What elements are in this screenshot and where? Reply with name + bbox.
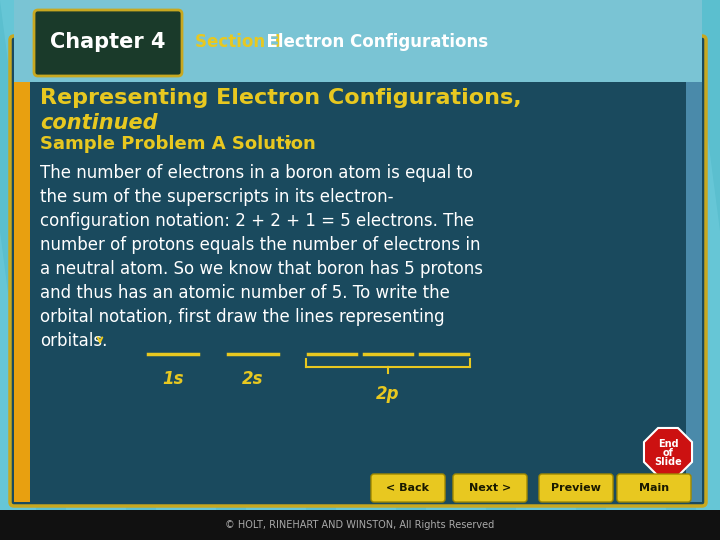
Text: 2s: 2s [242, 370, 264, 388]
Text: a neutral atom. So we know that boron has 5 protons: a neutral atom. So we know that boron ha… [40, 260, 483, 278]
Text: Preview: Preview [551, 483, 601, 493]
Text: Main: Main [639, 483, 669, 493]
Polygon shape [0, 0, 130, 540]
Polygon shape [90, 0, 220, 540]
Bar [0, 510, 720, 540]
Text: continued: continued [40, 113, 158, 133]
Text: and thus has an atomic number of 5. To write the: and thus has an atomic number of 5. To w… [40, 284, 450, 302]
Text: End: End [657, 439, 678, 449]
Polygon shape [450, 0, 580, 540]
Polygon shape [180, 0, 310, 540]
FancyBboxPatch shape [617, 474, 691, 502]
Bar [30, 4, 686, 78]
Text: Slide: Slide [654, 457, 682, 467]
Polygon shape [540, 0, 670, 540]
Text: Section 3: Section 3 [195, 33, 282, 51]
Polygon shape [0, 0, 40, 540]
Polygon shape [360, 0, 490, 540]
FancyBboxPatch shape [34, 10, 182, 76]
Polygon shape [644, 428, 692, 476]
Text: © HOLT, RINEHART AND WINSTON, All Rights Reserved: © HOLT, RINEHART AND WINSTON, All Rights… [225, 520, 495, 530]
FancyBboxPatch shape [14, 0, 702, 82]
Text: Chapter 4: Chapter 4 [50, 32, 166, 52]
Text: orbital notation, first draw the lines representing: orbital notation, first draw the lines r… [40, 308, 445, 326]
Text: the sum of the superscripts in its electron-: the sum of the superscripts in its elect… [40, 188, 394, 206]
Text: Next >: Next > [469, 483, 511, 493]
FancyBboxPatch shape [539, 474, 613, 502]
Polygon shape [270, 0, 400, 540]
Text: configuration notation: 2 + 2 + 1 = 5 electrons. The: configuration notation: 2 + 2 + 1 = 5 el… [40, 212, 474, 230]
Polygon shape [686, 40, 702, 502]
Text: The number of electrons in a boron atom is equal to: The number of electrons in a boron atom … [40, 164, 473, 182]
Text: Sample Problem A Solution: Sample Problem A Solution [40, 135, 316, 153]
FancyBboxPatch shape [371, 474, 445, 502]
Polygon shape [630, 0, 720, 540]
Text: 2p: 2p [377, 385, 400, 403]
Text: of: of [662, 448, 673, 458]
Polygon shape [14, 40, 30, 502]
Text: Electron Configurations: Electron Configurations [255, 33, 488, 51]
Text: orbitals.: orbitals. [40, 332, 107, 350]
Text: number of protons equals the number of electrons in: number of protons equals the number of e… [40, 236, 480, 254]
Text: < Back: < Back [387, 483, 430, 493]
FancyBboxPatch shape [453, 474, 527, 502]
Text: 1s: 1s [162, 370, 184, 388]
Text: Representing Electron Configurations,: Representing Electron Configurations, [40, 88, 521, 108]
FancyBboxPatch shape [10, 36, 706, 506]
